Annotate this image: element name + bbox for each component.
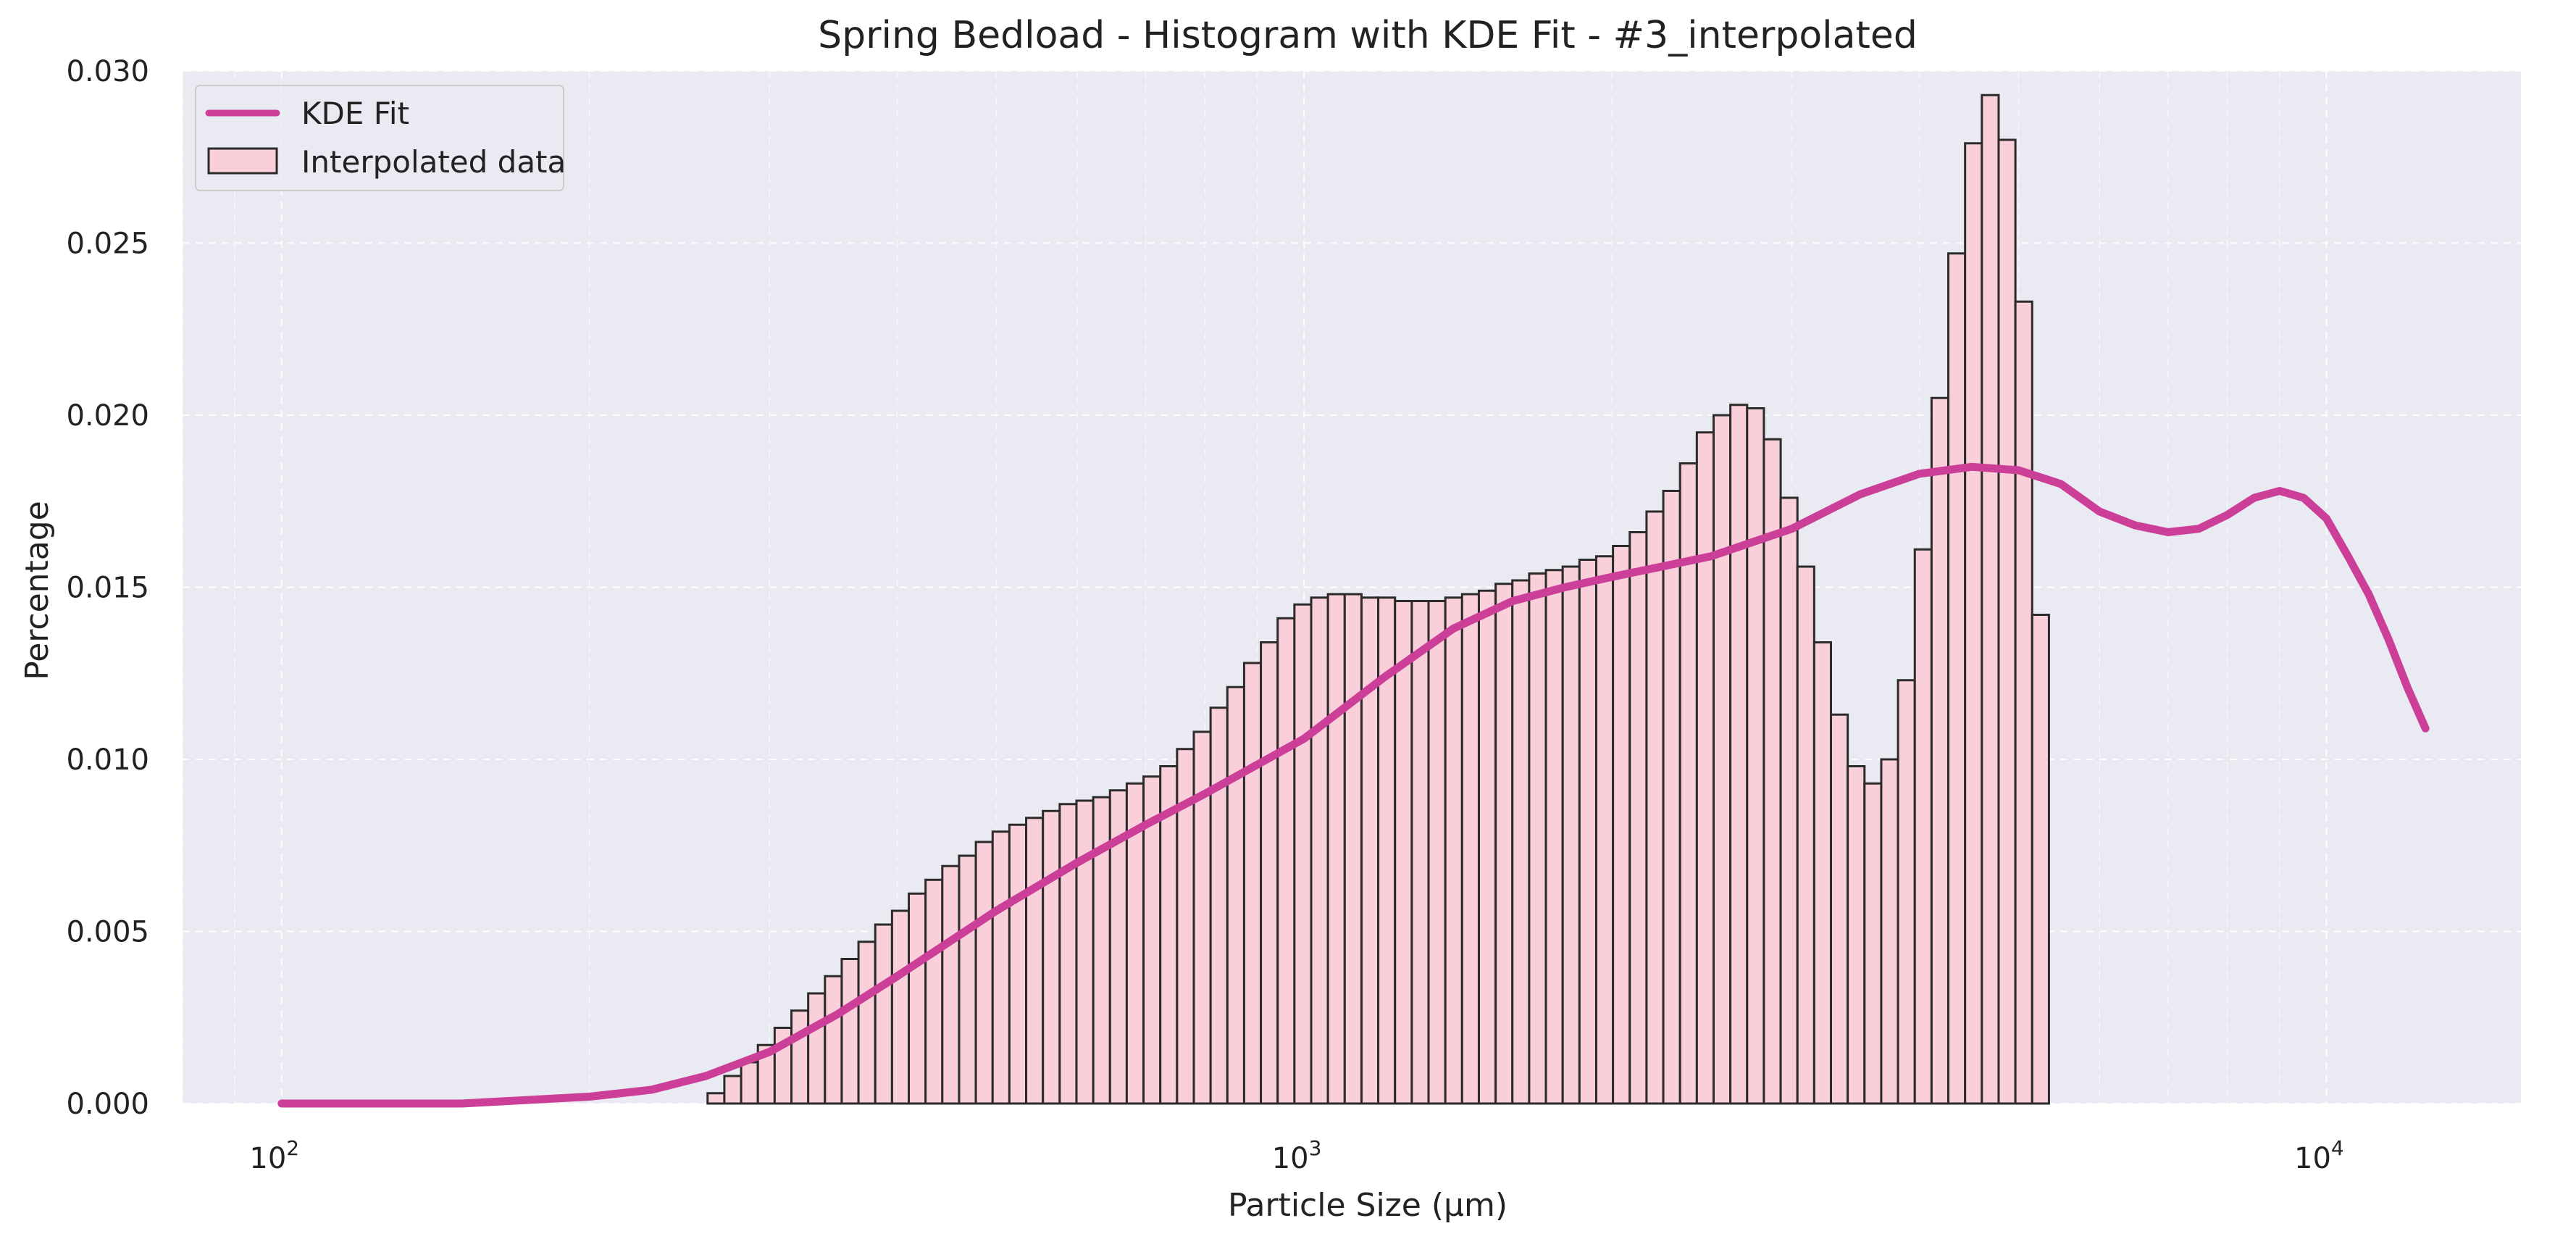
x-axis-label: Particle Size (μm) [1228,1187,1507,1224]
legend-label-interpolated: Interpolated data [301,144,566,180]
histogram-bar [1913,548,1933,1105]
histogram-bar [1008,823,1028,1105]
y-axis-label: Percentage [19,501,56,680]
histogram-bar [1260,641,1279,1105]
y-tick-label: 0.005 [66,916,149,949]
histogram-bar [908,892,927,1105]
x-axis-ticks: 102 103 104 [249,1136,2343,1175]
histogram-bar [1310,596,1329,1105]
histogram-bar [1343,593,1363,1105]
histogram-bar [1645,510,1665,1105]
histogram-bar [1612,545,1631,1105]
histogram-bar [1394,600,1413,1105]
histogram-bar [1058,803,1078,1105]
histogram-bar [1947,252,1967,1105]
y-tick-label: 0.000 [66,1088,149,1121]
histogram-bar [941,864,961,1105]
histogram-bar [1544,569,1564,1105]
histogram-bar [2014,300,2033,1105]
y-tick-label: 0.030 [66,55,149,88]
histogram-bar [1511,579,1531,1105]
y-tick-label: 0.025 [66,228,149,261]
histogram-bar [2031,614,2050,1105]
histogram-bar [958,854,977,1105]
histogram-bar [706,1092,726,1105]
histogram-bar [1209,706,1229,1105]
kde-fit-line [277,462,2430,1108]
histogram-bar [824,975,843,1105]
legend-box [195,85,564,191]
histogram-bar [1830,713,1849,1105]
histogram-bar [974,841,994,1105]
histogram-bar [1075,799,1095,1105]
histogram-bar [1863,782,1883,1105]
histogram-bar [1427,600,1447,1105]
histogram-bar [1997,138,2017,1105]
histogram-bar [1410,600,1430,1105]
histogram-bar [1276,617,1296,1105]
legend: KDE Fit Interpolated data [195,85,566,191]
y-axis-ticks: 0.000 0.005 0.010 0.015 0.020 0.025 0.030 [66,55,149,1121]
y-tick-label: 0.010 [66,743,149,777]
histogram-bar [1746,407,1765,1105]
histogram-bar [1242,662,1263,1105]
histogram-bar [1847,765,1866,1105]
histogram-bar [1042,809,1061,1105]
histogram-bar [1578,559,1597,1105]
histogram-bar [1812,641,1833,1105]
x-tick-label: 102 [249,1136,299,1175]
histogram-bars [706,93,2050,1105]
histogram-bar [1460,593,1480,1105]
histogram-bar [1695,431,1715,1105]
histogram-bar [807,992,827,1105]
histogram-bar [991,830,1011,1105]
histogram-bar [1779,496,1799,1105]
histogram-bar [1293,603,1313,1105]
histogram-bar [1796,565,1815,1105]
histogram-bar [1226,685,1245,1105]
histogram-bar [723,1075,743,1105]
histogram-bar [1444,596,1463,1105]
chart-title: Spring Bedload - Histogram with KDE Fit … [818,14,1918,57]
histogram-bar [1729,404,1749,1105]
histogram-bar [1964,142,1983,1105]
x-tick-label: 104 [2294,1136,2344,1175]
histogram-bar [1880,758,1899,1105]
histogram-bar [1528,572,1547,1105]
histogram-bar [1930,396,1950,1105]
histogram-bar [857,941,877,1105]
histogram-bar [1326,593,1346,1105]
histogram-bar [1628,531,1648,1105]
x-tick-label: 103 [1272,1136,1322,1175]
histogram-bar [874,923,893,1105]
histogram-bar [1494,583,1514,1105]
y-tick-label: 0.015 [66,572,149,605]
histogram-bar [1360,596,1380,1105]
histogram-bar [790,1009,810,1105]
legend-label-kde: KDE Fit [301,96,409,131]
histogram-bar [890,909,911,1105]
histogram-bar [1713,414,1732,1105]
histogram-bar [1025,817,1045,1105]
grid-lines [182,70,2521,1104]
histogram-bar [1662,490,1681,1105]
histogram-bar [1981,93,2000,1105]
histogram-bar [924,878,944,1105]
histogram-bar [1897,679,1916,1105]
histogram-bar [740,1061,759,1105]
histogram-bar [1477,589,1497,1105]
histogram-bar [1561,565,1581,1105]
y-tick-label: 0.020 [66,399,149,433]
legend-bar-swatch [207,147,278,175]
histogram-bar [840,958,860,1105]
histogram-bar [1594,555,1615,1105]
